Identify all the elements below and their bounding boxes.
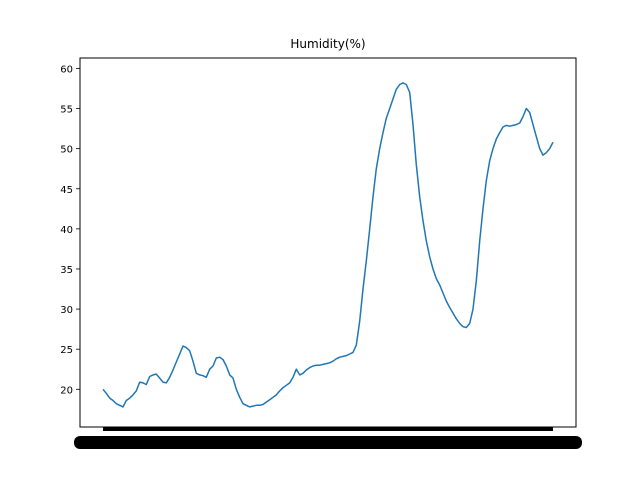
y-tick-label: 50 xyxy=(60,145,73,156)
y-tick-label: 30 xyxy=(60,305,73,316)
x-tick-labels-overlapping xyxy=(74,436,582,449)
x-axis xyxy=(74,427,582,449)
y-tick-label: 55 xyxy=(60,105,73,116)
y-tick-label: 35 xyxy=(60,265,73,276)
y-axis: 20 25 30 35 40 45 50 55 60 xyxy=(60,64,80,396)
y-tick-label: 45 xyxy=(60,185,73,196)
y-tick-label: 20 xyxy=(60,385,73,396)
plot-area xyxy=(79,57,577,428)
y-tick-label: 60 xyxy=(60,64,73,75)
series-layer xyxy=(102,82,554,408)
y-tick-label: 40 xyxy=(60,225,73,236)
humidity-series-line xyxy=(102,82,554,408)
x-tick-marks xyxy=(103,427,553,431)
chart-title: Humidity(%) xyxy=(290,37,365,51)
y-tick-label: 25 xyxy=(60,345,73,356)
